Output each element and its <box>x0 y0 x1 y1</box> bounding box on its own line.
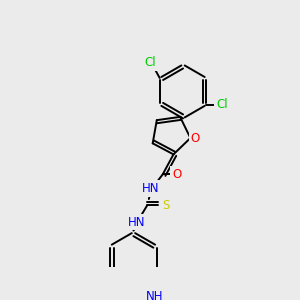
Text: Cl: Cl <box>145 56 156 69</box>
Text: HN: HN <box>142 182 159 195</box>
Text: Cl: Cl <box>216 98 228 111</box>
Text: HN: HN <box>128 216 145 229</box>
Text: O: O <box>172 168 181 181</box>
Text: S: S <box>162 199 169 212</box>
Text: O: O <box>190 131 200 145</box>
Text: NH: NH <box>146 290 163 300</box>
